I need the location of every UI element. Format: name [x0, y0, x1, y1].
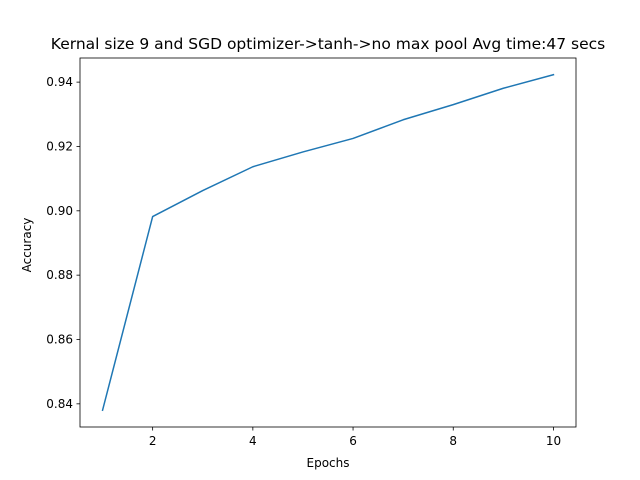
x-tick-label-2: 2	[149, 434, 157, 448]
x-tick-label-6: 6	[349, 434, 357, 448]
y-tick-label-1: 0.86	[46, 332, 73, 346]
x-tick-label-4: 4	[249, 434, 257, 448]
x-tick-label-8: 8	[449, 434, 457, 448]
y-tick-label-2: 0.88	[46, 268, 73, 282]
x-tick-label-10: 10	[546, 434, 561, 448]
y-axis-title: Accuracy	[20, 218, 34, 273]
axes-frame	[79, 57, 577, 428]
plot-area: 2 4 6 8 10 0.84 0.86 0.88 0.90 0.92 0.94	[46, 57, 577, 448]
y-tick-label-3: 0.90	[46, 204, 73, 218]
y-tick-label-5: 0.94	[46, 75, 73, 89]
series-line-0	[101, 73, 555, 412]
x-axis-title: Epochs	[307, 456, 350, 470]
chart-title: Kernal size 9 and SGD optimizer->tanh->n…	[51, 35, 605, 53]
y-tick-label-4: 0.92	[46, 139, 73, 153]
y-tick-label-0: 0.84	[46, 397, 73, 411]
